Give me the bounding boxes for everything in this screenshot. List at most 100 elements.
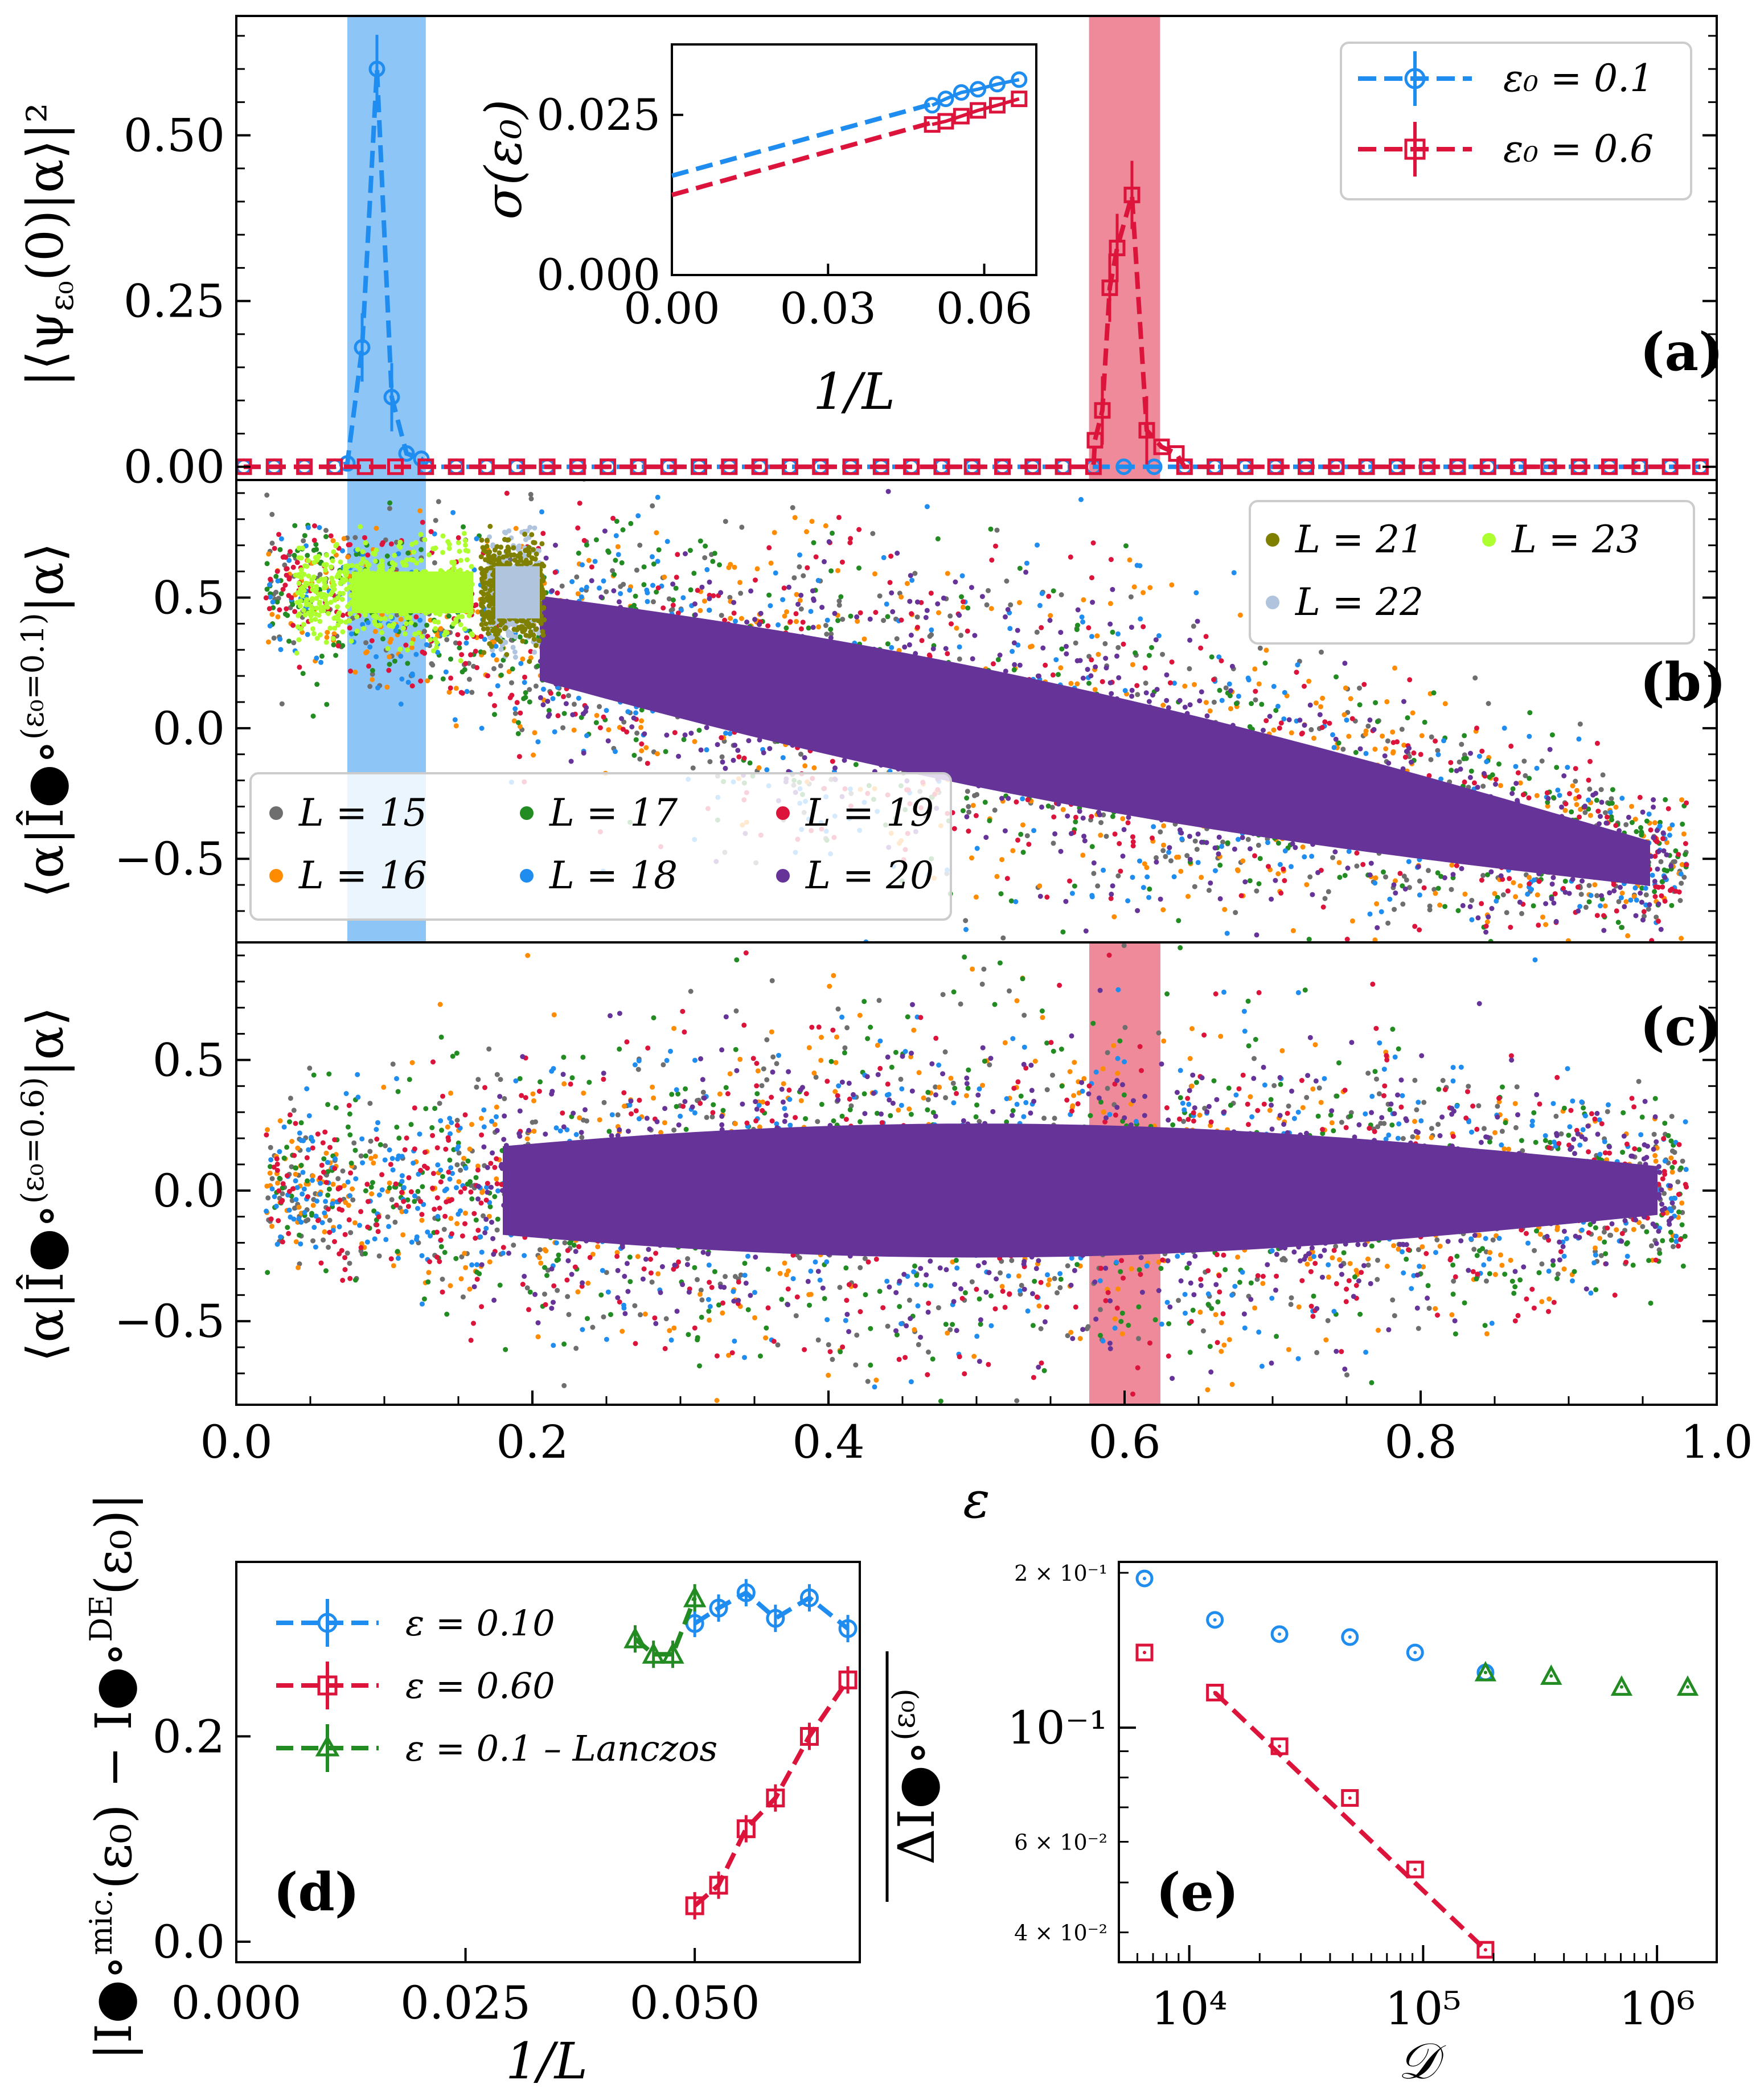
scatter-point xyxy=(1491,797,1496,802)
scatter-point xyxy=(1291,954,1297,959)
scatter-point xyxy=(1343,685,1348,691)
scatter-point xyxy=(1550,875,1556,880)
scatter-point xyxy=(1199,800,1205,806)
scatter-point xyxy=(1334,674,1339,680)
scatter-point xyxy=(1517,780,1523,786)
scatter-point xyxy=(844,719,850,725)
scatter-point xyxy=(846,727,851,733)
scatter-point xyxy=(613,628,619,634)
scatter-point xyxy=(1004,876,1010,881)
scatter-point xyxy=(268,594,273,600)
scatter-point xyxy=(318,659,324,665)
scatter-point xyxy=(1618,864,1624,869)
scatter-point xyxy=(828,635,834,641)
scatter-point xyxy=(671,639,676,644)
data-point xyxy=(1661,458,1679,475)
data-point xyxy=(630,458,647,475)
scatter-point xyxy=(993,543,998,549)
scatter-point xyxy=(576,551,581,556)
scatter-point xyxy=(688,731,694,736)
scatter-point xyxy=(1392,907,1397,912)
scatter-point xyxy=(1488,869,1494,875)
scatter-point xyxy=(333,653,339,658)
data-point xyxy=(937,91,954,108)
scatter-point xyxy=(698,538,703,544)
scatter-point xyxy=(624,667,630,673)
scatter-point xyxy=(1313,700,1319,706)
scatter-point xyxy=(1035,673,1041,679)
scatter-point xyxy=(732,743,738,748)
scatter-point xyxy=(1130,737,1136,743)
scatter-point xyxy=(1465,819,1471,825)
scatter-point xyxy=(1281,866,1286,872)
data-point xyxy=(1540,458,1557,475)
scatter-point xyxy=(366,663,372,669)
scatter-point xyxy=(1187,856,1193,862)
scatter-point xyxy=(1417,892,1422,898)
scatter-point xyxy=(1342,661,1348,666)
scatter-point xyxy=(422,629,427,634)
scatter-point xyxy=(1412,924,1418,929)
scatter-point xyxy=(1350,783,1356,789)
scatter-point xyxy=(924,608,930,613)
scatter-point xyxy=(1176,918,1181,924)
scatter-point xyxy=(717,562,722,568)
scatter-point xyxy=(695,588,700,593)
scatter-point xyxy=(1318,704,1323,709)
scatter-point xyxy=(521,696,527,702)
scatter-point xyxy=(1599,893,1604,899)
scatter-point xyxy=(275,578,281,584)
scatter-point xyxy=(1582,871,1587,876)
scatter-point xyxy=(801,573,806,579)
scatter-point xyxy=(638,725,644,730)
data-point xyxy=(1085,458,1102,475)
scatter-point xyxy=(1089,634,1094,639)
scatter-point xyxy=(675,610,681,616)
scatter-point xyxy=(1636,867,1642,873)
scatter-point xyxy=(974,791,980,797)
scatter-point xyxy=(1281,716,1287,722)
scatter-point xyxy=(1275,840,1281,846)
scatter-point xyxy=(1664,852,1669,858)
scatter-point xyxy=(575,591,581,597)
scatter-point xyxy=(379,542,385,547)
scatter-point xyxy=(756,765,762,770)
scatter-point xyxy=(980,732,986,737)
scatter-point xyxy=(275,614,281,620)
scatter-point xyxy=(1467,904,1473,909)
series-line xyxy=(931,77,1020,107)
scatter-point xyxy=(797,597,803,603)
scatter-point xyxy=(637,756,643,762)
scatter-point xyxy=(528,491,534,497)
data-point xyxy=(1631,458,1648,475)
scatter-point xyxy=(1634,860,1640,866)
data-point xyxy=(1123,186,1140,203)
scatter-point xyxy=(1259,702,1265,707)
scatter-point xyxy=(832,649,838,655)
scatter-point xyxy=(1454,863,1459,868)
scatter-point xyxy=(613,749,618,754)
scatter-point xyxy=(419,547,424,552)
scatter-point xyxy=(1209,654,1215,660)
scatter-point xyxy=(1199,750,1205,756)
scatter-point xyxy=(1381,811,1386,817)
scatter-point xyxy=(1638,891,1643,896)
scatter-point xyxy=(1282,848,1288,854)
scatter-point xyxy=(704,747,709,753)
scatter-point xyxy=(820,696,826,702)
scatter-point xyxy=(1462,779,1467,785)
scatter-point xyxy=(650,503,655,508)
scatter-point xyxy=(1592,882,1598,888)
scatter-point xyxy=(986,588,991,593)
scatter-point xyxy=(794,619,799,624)
scatter-point xyxy=(610,515,616,521)
scatter-point xyxy=(1187,666,1192,671)
scatter-point xyxy=(1330,855,1336,860)
scatter-point xyxy=(1129,625,1134,630)
scatter-point xyxy=(1486,701,1491,706)
scatter-point xyxy=(300,671,306,676)
scatter-point xyxy=(1162,776,1168,781)
scatter-point xyxy=(1045,791,1051,797)
scatter-point xyxy=(982,799,988,805)
scatter-point xyxy=(1171,874,1177,880)
